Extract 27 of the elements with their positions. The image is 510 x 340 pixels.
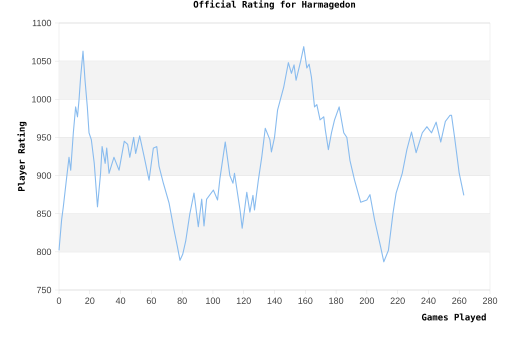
x-tick-label: 0 <box>56 298 62 304</box>
line-series <box>58 46 464 262</box>
y-tick-label: 900 <box>36 172 52 179</box>
x-tick-label: 200 <box>360 298 374 304</box>
chart-title: Official Rating for Harmagedon <box>194 0 356 10</box>
x-tick-label: 40 <box>116 298 126 304</box>
x-tick-label: 20 <box>85 298 94 304</box>
y-axis-title: Player Rating <box>17 122 27 192</box>
x-tick-label: 240 <box>421 298 436 304</box>
y-tick-label: 1100 <box>32 20 52 26</box>
y-tick-label: 1000 <box>32 96 52 102</box>
x-axis-title: Games Played <box>422 314 486 322</box>
x-tick-label: 140 <box>268 298 282 304</box>
x-tick-label: 220 <box>390 298 405 304</box>
x-tick-label: 80 <box>178 298 187 304</box>
x-tick-label: 260 <box>452 298 466 304</box>
x-tick-label: 280 <box>482 298 498 304</box>
x-tick-label: 60 <box>146 298 156 304</box>
x-tick-label: 160 <box>298 298 312 304</box>
y-tick-label: 800 <box>36 248 52 256</box>
y-tick-label: 850 <box>36 210 52 217</box>
x-tick-label: 180 <box>329 298 344 304</box>
y-tick-label: 1050 <box>32 58 52 64</box>
y-tick-label: 750 <box>36 286 52 294</box>
x-tick-label: 100 <box>206 298 220 304</box>
y-tick-label: 950 <box>36 134 52 141</box>
x-tick-label: 120 <box>236 298 251 304</box>
